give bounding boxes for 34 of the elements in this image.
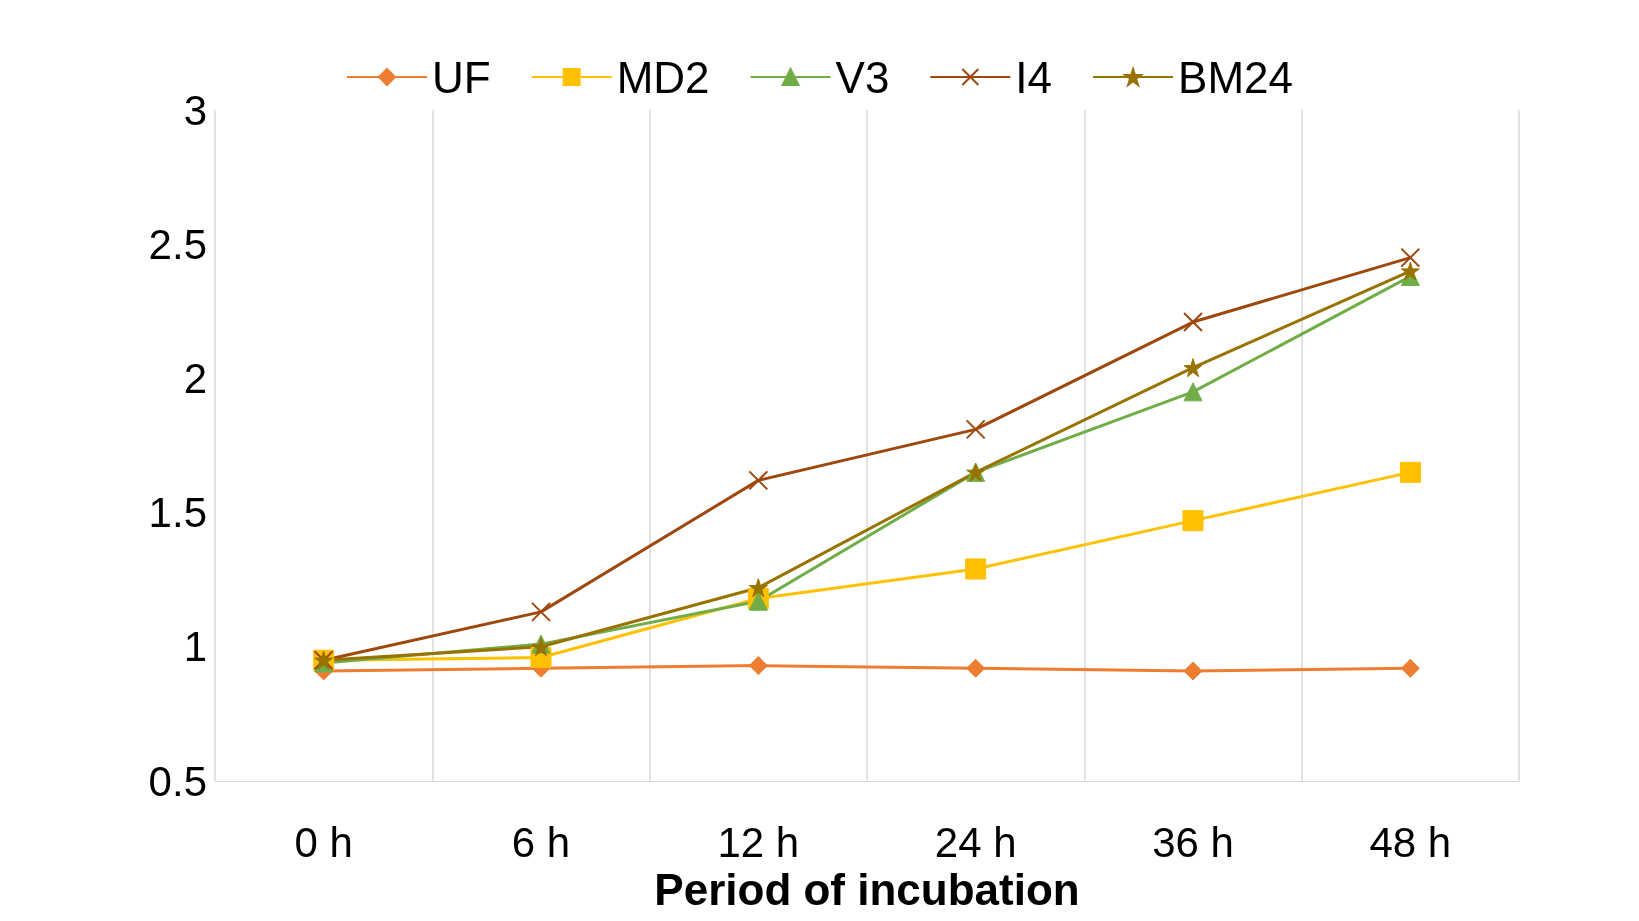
x-axis-title: Period of incubation: [654, 865, 1080, 915]
point: [966, 658, 986, 678]
y-tick-label: 1: [183, 623, 207, 671]
x-tick-label: 24 h: [934, 818, 1017, 866]
point: [1400, 261, 1420, 281]
legend-label: UF: [432, 52, 491, 102]
point: [531, 601, 551, 622]
legend-label: MD2: [616, 52, 710, 102]
point: [748, 578, 768, 598]
point: [1399, 461, 1421, 483]
point: [1183, 661, 1203, 681]
point: [965, 419, 986, 440]
x-tick-label: 48 h: [1369, 818, 1452, 866]
y-tick-label: 2: [183, 354, 207, 402]
point: [748, 656, 768, 676]
point: [1183, 312, 1203, 333]
legend-label: BM24: [1178, 52, 1294, 102]
x-tick-label: 6 h: [511, 818, 571, 866]
legend-label: I4: [1015, 52, 1053, 102]
x-tick-label: 36 h: [1152, 818, 1234, 866]
x-tick-label: 12 h: [717, 818, 800, 866]
point: [1182, 510, 1204, 532]
y-tick-label: 2.5: [148, 220, 207, 268]
point: [965, 558, 987, 580]
y-tick-label: 0.5: [148, 757, 207, 805]
point: [1183, 358, 1203, 378]
point: [748, 470, 769, 491]
point: [1400, 247, 1421, 268]
x-tick-label: 0 h: [294, 818, 353, 866]
legend-label: V3: [835, 52, 890, 102]
point: [1183, 382, 1203, 402]
y-tick-label: 3: [183, 86, 207, 134]
point: [1400, 658, 1420, 678]
y-tick-label: 1.5: [148, 489, 207, 537]
